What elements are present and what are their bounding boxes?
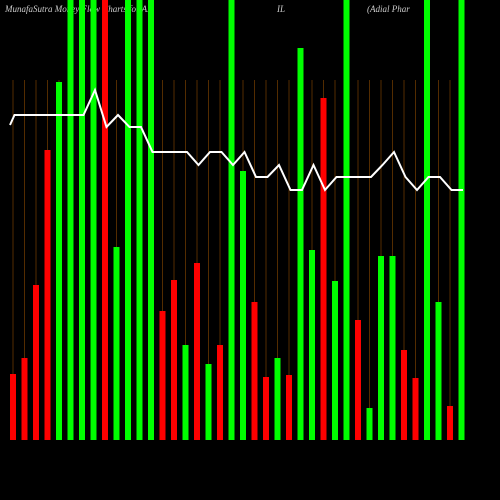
bar [343, 0, 350, 440]
bar [125, 0, 131, 440]
bar [297, 48, 304, 440]
bar [90, 0, 97, 440]
bar [33, 285, 39, 440]
chart-title-part: (Adial Phar [367, 4, 410, 14]
bar [389, 256, 396, 440]
bar [171, 280, 177, 440]
bar [67, 0, 74, 440]
bar [136, 0, 143, 440]
bar [44, 150, 51, 440]
bar [355, 320, 361, 440]
bar [332, 281, 338, 440]
bar [435, 302, 442, 440]
bar [10, 374, 16, 440]
bar [378, 256, 384, 440]
bar [159, 311, 166, 440]
bar [424, 0, 430, 440]
bar [447, 406, 453, 440]
bar [274, 358, 281, 440]
bar [56, 82, 62, 440]
bar [228, 0, 235, 440]
bar [286, 375, 292, 440]
chart-title-part: IL [276, 4, 285, 14]
bar [79, 0, 85, 440]
bar [309, 250, 315, 440]
bar [182, 345, 189, 440]
bar [102, 0, 108, 440]
price-line [9, 87, 463, 192]
bar [217, 345, 223, 440]
bar [458, 0, 465, 440]
bar [320, 98, 327, 440]
bar [412, 378, 419, 440]
bar [21, 358, 28, 440]
bar [148, 0, 154, 440]
bar [194, 263, 200, 440]
bar [205, 364, 212, 440]
bar [113, 247, 120, 440]
bar [366, 408, 373, 440]
bar [263, 377, 269, 440]
bar [401, 350, 407, 440]
bar [240, 171, 246, 440]
bar [251, 302, 258, 440]
